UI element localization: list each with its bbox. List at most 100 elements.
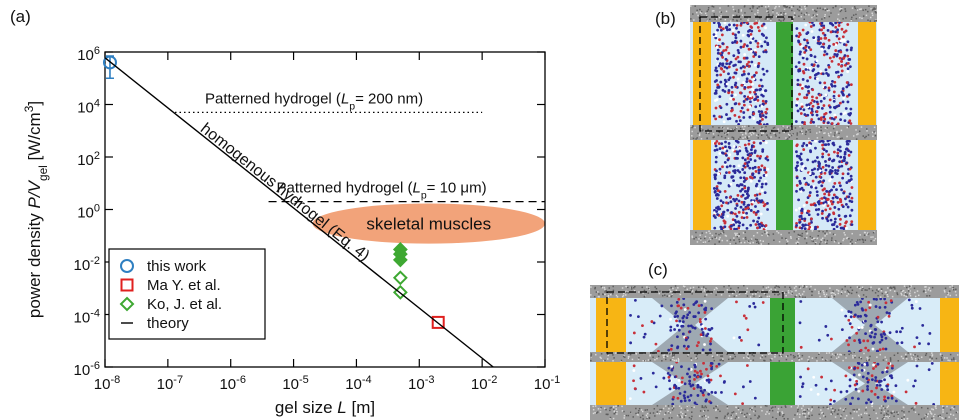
speckle <box>850 241 852 243</box>
particle <box>847 172 850 175</box>
particle <box>865 314 868 317</box>
speckle <box>738 287 740 289</box>
particle <box>716 46 719 49</box>
particle <box>825 93 828 96</box>
particle <box>765 183 768 186</box>
speckle <box>735 234 737 236</box>
speckle <box>716 288 718 290</box>
speckle <box>869 356 871 358</box>
speckle <box>700 238 702 240</box>
particle <box>697 375 700 378</box>
particle <box>841 309 844 312</box>
particle <box>743 70 746 73</box>
speckle <box>785 13 787 15</box>
particle <box>807 367 810 370</box>
particle <box>835 196 838 199</box>
particle <box>697 311 700 314</box>
speckle <box>816 357 818 359</box>
particle <box>680 365 683 368</box>
particle <box>809 76 812 79</box>
particle <box>676 324 679 327</box>
speckle <box>844 291 846 293</box>
particle <box>693 374 696 377</box>
speckle <box>879 354 881 356</box>
particle <box>766 208 769 211</box>
speckle <box>742 134 744 136</box>
particle <box>675 385 678 388</box>
speckle <box>877 417 879 419</box>
speckle <box>779 132 781 134</box>
speckle <box>747 295 749 297</box>
particle <box>732 223 735 226</box>
particle <box>749 80 752 83</box>
particle <box>885 337 888 340</box>
speckle <box>847 290 849 292</box>
speckle <box>841 293 843 295</box>
speckle <box>854 6 856 8</box>
particle <box>662 377 665 380</box>
particle <box>851 209 854 212</box>
particle <box>845 29 848 32</box>
speckle <box>702 405 704 407</box>
speckle <box>786 359 788 361</box>
particle <box>707 393 710 396</box>
particle <box>800 152 803 155</box>
particle <box>727 117 730 120</box>
speckle <box>754 13 756 15</box>
speckle <box>953 287 955 289</box>
speckle <box>691 407 693 409</box>
speckle <box>887 414 889 416</box>
speckle <box>735 356 737 358</box>
speckle <box>794 287 796 289</box>
speckle <box>867 19 869 21</box>
particle <box>745 212 748 215</box>
speckle <box>791 406 793 408</box>
speckle <box>896 411 898 413</box>
particle <box>717 52 720 55</box>
speckle <box>942 405 944 407</box>
speckle <box>890 359 892 361</box>
particle <box>808 67 811 70</box>
particle <box>743 95 746 98</box>
speckle <box>703 407 705 409</box>
speckle <box>696 12 698 14</box>
speckle <box>621 406 623 408</box>
particle <box>714 142 717 145</box>
particle <box>733 337 736 340</box>
particle <box>634 299 637 302</box>
particle <box>808 144 811 147</box>
speckle <box>902 358 904 360</box>
speckle <box>832 7 834 9</box>
particle <box>837 122 840 125</box>
particle <box>710 362 713 365</box>
speckle <box>798 405 800 407</box>
speckle <box>861 126 863 128</box>
particle <box>746 98 749 101</box>
particle <box>817 201 820 204</box>
particle <box>840 113 843 116</box>
speckle <box>656 358 658 360</box>
particle <box>751 173 754 176</box>
particle <box>670 365 673 368</box>
particle <box>752 112 755 115</box>
particle <box>830 219 833 222</box>
speckle <box>875 20 877 22</box>
speckle <box>837 413 839 415</box>
particle <box>814 55 817 58</box>
particle <box>842 97 845 100</box>
particle <box>729 196 732 199</box>
speckle <box>772 406 774 408</box>
speckle <box>706 20 708 22</box>
speckle <box>823 133 825 135</box>
particle <box>854 304 857 307</box>
particle <box>743 43 746 46</box>
particle <box>921 324 924 327</box>
particle <box>861 326 864 329</box>
speckle <box>769 290 771 292</box>
particle <box>856 366 859 369</box>
speckle <box>663 408 665 410</box>
speckle <box>722 360 724 362</box>
speckle <box>687 410 689 412</box>
speckle <box>802 296 804 298</box>
speckle <box>763 132 765 134</box>
